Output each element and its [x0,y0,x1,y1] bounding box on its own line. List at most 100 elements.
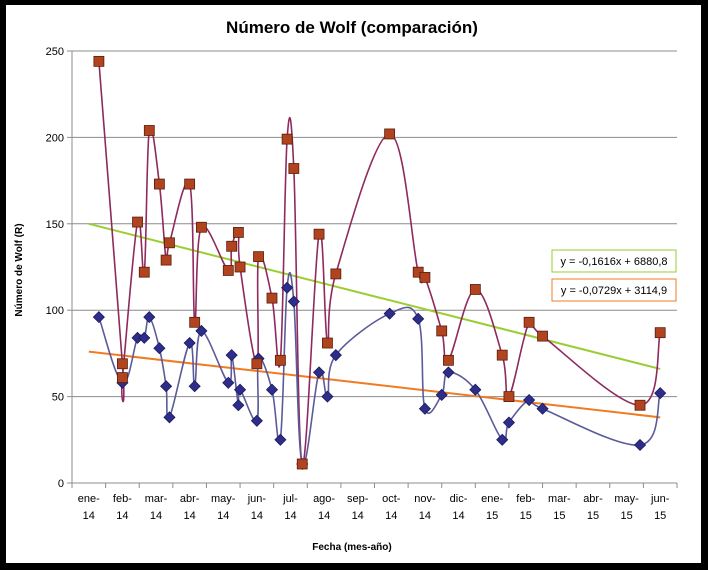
series-1-square-marker [117,358,128,370]
trendline-2 [88,350,661,419]
series-1-square-marker [266,292,278,304]
series-1-square-marker [313,228,325,240]
x-tick-label-year: 15 [486,510,498,522]
y-tick-label: 200 [46,132,64,144]
x-tick-label-month: may- [211,493,236,505]
series-1-square-marker [274,354,286,366]
x-tick-label-year: 15 [620,510,632,522]
series-2-diamond-marker [195,324,208,338]
x-tick-label-month: mar- [145,493,168,505]
series-1-square-marker [232,227,244,238]
y-tick-label: 150 [46,219,64,231]
series-1-square-marker [634,399,646,411]
y-tick-label: 250 [46,46,64,58]
x-tick-label-month: ago- [313,493,335,505]
series-2-diamond-marker [312,366,326,379]
series-1-square-marker [164,237,175,249]
y-tick-label: 100 [46,305,64,317]
series-2-diamond-marker [383,307,396,320]
y-tick-label: 0 [58,478,64,490]
series-1-square-marker [330,268,342,280]
x-tick-label-year: 14 [419,510,431,522]
series-2-diamond-marker [160,380,173,393]
series-1-square-marker [296,458,308,470]
series-1-square-marker [419,271,431,283]
series-1-square-marker [160,254,172,266]
equation-layer: y = -0,1616x + 6880,8 y = -0,0729x + 3114… [551,249,677,302]
series-1-square-marker [469,284,481,295]
series-1-square-marker [253,251,264,263]
series-1-square-marker [251,358,263,370]
series-2-diamond-marker [143,311,156,324]
x-tick-label-month: sep- [347,493,369,505]
series-2-diamond-marker [442,366,455,379]
y-tick-label: 50 [52,392,64,404]
series-1-square-marker [654,327,666,339]
series-1-square-marker [234,261,246,273]
series-1-square-marker [281,133,293,145]
series-2-diamond-marker [435,388,448,401]
x-tick-label-year: 14 [385,510,397,522]
series-2-diamond-marker [188,380,201,393]
equation-text-1: y = -0,1616x + 6880,8 [560,256,667,268]
series-1-square-marker [184,178,196,190]
series-2-diamond-marker [536,402,549,415]
series-1-square-marker [132,216,143,228]
chart-area: Número de Wolf (comparación) 0 50 100 150 20… [6,5,701,563]
series-1-square-marker [288,163,300,174]
series-1-square-marker [503,391,515,403]
series-1-square-marker [384,128,396,140]
x-tick-label-year: 14 [150,510,162,522]
y-axis-title: Número de Wolf (R) [14,223,25,316]
x-tick-label-year: 14 [217,510,229,522]
series-line-2 [98,272,661,466]
series-1-square-marker [196,221,207,233]
series-2-diamond-marker [92,311,105,324]
series-1-square-marker [537,330,548,342]
x-tick-label-year: 14 [184,510,196,522]
x-tick-label-year: 14 [452,510,464,522]
series-1-square-marker [322,337,333,349]
x-tick-label-month: feb- [113,493,132,505]
series-2-diamond-marker [225,349,238,362]
series-1-square-marker [443,354,454,366]
series-1-square-marker [153,178,165,190]
series-1-square-marker [226,240,238,252]
series-2-diamond-marker [153,342,166,355]
x-tick-label-year: 14 [251,510,263,522]
trendline-1 [88,222,661,370]
series-1-square-marker [117,372,128,383]
series-2-diamond-marker [523,393,536,407]
x-tick-label-year: 14 [284,510,296,522]
series-2-diamond-marker [163,411,176,424]
x-tick-label-month: mar- [548,493,571,505]
series-2-diamond-marker [233,383,247,396]
x-tick-label-month: abr- [583,493,603,505]
series-1-square-marker [436,325,448,337]
series-1-square-marker [93,55,105,67]
series-2-diamond-marker [418,402,431,415]
x-tick-label-year: 14 [116,510,128,522]
equation-box-1 [551,249,677,273]
series-2-diamond-marker [412,312,425,325]
equation-text-2: y = -0,0729x + 3114,9 [561,285,667,297]
x-tick-label-month: feb- [516,493,535,505]
x-tick-label-month: oct- [382,493,401,505]
series-2-diamond-marker [138,331,151,344]
x-axis-title: Fecha (mes-año) [312,542,391,553]
chart-svg: Número de Wolf (comparación) 0 50 100 150 20… [14,18,678,553]
series-2-diamond-marker [281,281,294,294]
x-tick-label-month: abr- [180,493,200,505]
x-tick-label-year: 14 [83,510,95,522]
series-2-diamond-marker [469,383,482,396]
series-2-diamond-marker [496,433,509,446]
series-2-diamond-marker [321,390,334,403]
series-1-square-marker [222,265,234,276]
x-tick-label-month: ene- [78,493,100,505]
series-2-diamond-marker [329,349,342,362]
series-2-diamond-marker [287,295,300,308]
series-2-diamond-marker [250,414,263,427]
marker-layer [92,55,667,471]
x-tick-label-year: 15 [587,510,599,522]
